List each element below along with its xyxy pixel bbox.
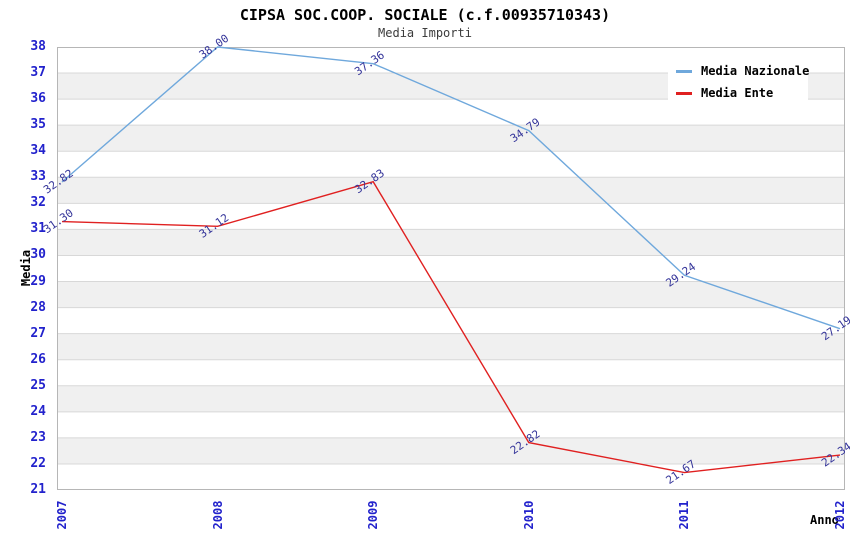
x-tick-label: 2010 <box>521 500 536 530</box>
grid-band <box>57 437 845 464</box>
x-tick-label: 2011 <box>677 500 692 530</box>
x-tick-label: 2008 <box>210 500 225 530</box>
grid-band <box>57 177 845 204</box>
y-tick-label: 24 <box>30 403 46 419</box>
y-tick-label: 34 <box>30 143 46 159</box>
legend-swatch-icon <box>676 69 692 73</box>
y-tick-label: 28 <box>30 299 46 315</box>
y-tick-label: 27 <box>30 325 46 341</box>
grid-band <box>57 229 845 256</box>
chart-subtitle: Media Importi <box>378 26 472 40</box>
y-tick-label: 38 <box>30 39 46 54</box>
grid-band <box>57 333 845 360</box>
plot-border <box>57 47 845 490</box>
plot-area: 32.82 38.00 37.36 34.79 29.24 27.19 31.30 31.12… <box>41 32 850 490</box>
series-line <box>61 46 841 330</box>
y-tick-label: 31 <box>30 221 46 237</box>
grid-band <box>57 255 845 282</box>
y-tick-label: 32 <box>30 195 46 211</box>
legend-label: Media Nazionale <box>701 64 810 78</box>
x-tick-label: 2007 <box>55 500 69 530</box>
grid-band <box>57 359 845 386</box>
x-tick-label: 2012 <box>833 500 847 530</box>
legend-item: Media Nazionale <box>668 60 810 82</box>
y-tick-label: 29 <box>30 273 46 289</box>
grid-band <box>57 125 845 152</box>
y-tick-label: 37 <box>30 65 46 81</box>
legend-swatch-icon <box>676 91 692 95</box>
grid-band <box>57 151 845 178</box>
y-tick-label: 21 <box>30 482 46 497</box>
y-tick-label: 36 <box>30 91 46 107</box>
grid-band <box>57 463 845 490</box>
grid-band <box>57 385 845 412</box>
grid-band <box>57 411 845 438</box>
y-tick-label: 25 <box>30 377 46 393</box>
y-tick-label: 26 <box>30 351 46 367</box>
y-tick-label: 30 <box>30 247 46 263</box>
y-axis-title: Media <box>19 249 33 287</box>
chart-title: CIPSA SOC.COOP. SOCIALE (c.f.00935710343… <box>239 6 611 24</box>
legend: Media Nazionale Media Ente <box>668 58 810 106</box>
grid-band <box>57 281 845 308</box>
legend-label: Media Ente <box>701 86 774 100</box>
y-tick-label: 22 <box>30 455 46 471</box>
legend-item: Media Ente <box>668 82 808 104</box>
series-line <box>61 180 841 474</box>
y-tick-label: 33 <box>30 169 46 185</box>
x-axis-title: Anno <box>810 513 839 527</box>
x-tick-label: 2009 <box>366 500 381 530</box>
y-tick-label: 35 <box>30 117 46 133</box>
y-tick-label: 23 <box>30 429 46 445</box>
